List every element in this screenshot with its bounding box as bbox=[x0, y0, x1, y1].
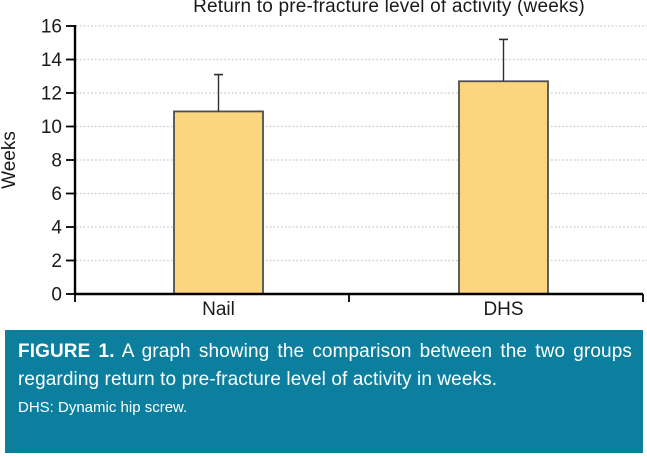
x-category-label: Nail bbox=[202, 299, 235, 320]
y-tick-label: 2 bbox=[51, 251, 62, 272]
y-tick-label: 0 bbox=[51, 285, 62, 306]
y-tick-label: 10 bbox=[41, 117, 62, 138]
figure-caption-main: FIGURE 1. A graph showing the comparison… bbox=[18, 338, 632, 394]
y-tick-label: 14 bbox=[41, 50, 63, 71]
chart-canvas: 0 2 4 6 8 10 12 14 16 Nail DHS bbox=[41, 17, 647, 320]
y-tick-label: 12 bbox=[41, 84, 62, 105]
bar-dhs bbox=[458, 80, 549, 295]
x-category-label: DHS bbox=[483, 299, 523, 320]
chart-title: Return to pre-fracture level of activity… bbox=[193, 0, 585, 17]
figure-caption-note: DHS: Dynamic hip screw. bbox=[18, 399, 188, 416]
bar-chart: Return to pre-fracture level of activity… bbox=[0, 0, 647, 320]
bar-nail bbox=[173, 110, 264, 295]
figure-caption-text: A graph showing the comparison between t… bbox=[18, 341, 632, 390]
y-tick-label: 16 bbox=[41, 17, 62, 38]
y-tick-label: 6 bbox=[51, 184, 62, 205]
y-tick-label: 4 bbox=[51, 218, 62, 239]
figure-caption: FIGURE 1. A graph showing the comparison… bbox=[5, 330, 643, 453]
y-tick-label: 8 bbox=[51, 151, 62, 172]
figure-caption-label: FIGURE 1. bbox=[18, 341, 115, 362]
